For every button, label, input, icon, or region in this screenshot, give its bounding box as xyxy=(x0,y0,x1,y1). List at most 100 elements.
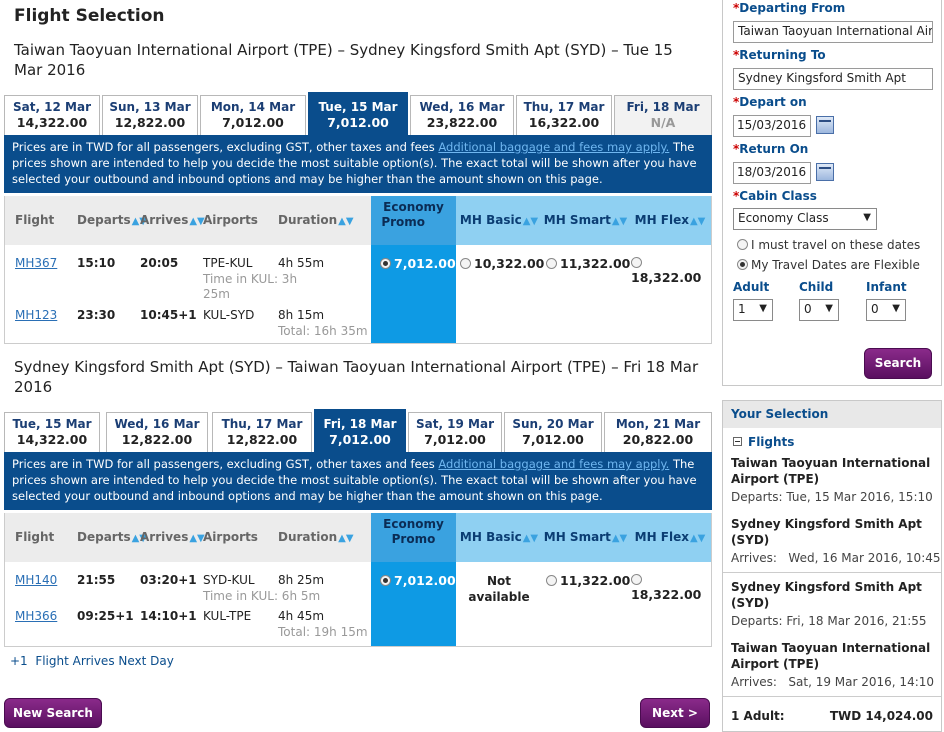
col-duration[interactable]: Duration▲▼ xyxy=(278,196,354,245)
tab-price: N/A xyxy=(650,115,676,130)
return-date-input[interactable]: 18/03/2016 xyxy=(733,162,811,184)
radio-icon[interactable] xyxy=(631,257,642,268)
fare-option-smart[interactable]: 11,322.00 xyxy=(546,573,630,588)
divider xyxy=(723,696,941,697)
divider xyxy=(723,572,941,573)
col-mh-basic[interactable]: MH Basic▲▼ xyxy=(456,513,542,562)
table-row: MH367 15:10 20:05 TPE-KUL 4h 55m Time in… xyxy=(5,245,711,343)
fare-price: 18,322.00 xyxy=(631,587,702,602)
notice-text: Prices are in TWD for all passengers, ex… xyxy=(12,140,435,154)
col-economy-promo[interactable]: Economy Promo ▲▼ xyxy=(371,196,456,245)
outbound-departs: Departs: Tue, 15 Mar 2016, 15:10 xyxy=(731,490,933,504)
depart-date-input[interactable]: 15/03/2016 xyxy=(733,115,811,137)
col-duration[interactable]: Duration▲▼ xyxy=(278,513,354,562)
returning-to-input[interactable]: Sydney Kingsford Smith Apt xyxy=(733,68,933,90)
total-duration: Total: 19h 15m xyxy=(278,625,368,639)
col-arrives[interactable]: Arrives▲▼ xyxy=(140,513,205,562)
tab-price: 7,012.00 xyxy=(222,115,284,130)
cabin-class-select[interactable]: Economy Class ▼ xyxy=(733,208,877,230)
fixed-dates-option[interactable]: I must travel on these dates xyxy=(737,238,920,252)
tab-price: 23,822.00 xyxy=(426,115,498,130)
passenger-count-label: 1 Adult: xyxy=(731,709,785,723)
inbound-date-tab[interactable]: Tue, 15 Mar 14,322.00 xyxy=(4,412,100,452)
inbound-origin: Sydney Kingsford Smith Apt (SYD) xyxy=(731,580,922,610)
baggage-fees-link[interactable]: Additional baggage and fees may apply. xyxy=(438,457,670,471)
tab-date: Wed, 16 Mar xyxy=(419,100,505,114)
col-departs[interactable]: Departs▲▼ xyxy=(77,513,147,562)
col-economy-promo[interactable]: Economy Promo xyxy=(371,513,456,562)
arrival-time: 14:10+1 xyxy=(140,609,197,623)
fare-option-flex[interactable]: 18,322.00 xyxy=(631,256,711,285)
radio-icon[interactable] xyxy=(546,258,557,269)
adult-count-select[interactable]: 1 ▼ xyxy=(733,299,773,321)
flight-number-link[interactable]: MH367 xyxy=(15,256,58,270)
col-departs[interactable]: Departs▲▼ xyxy=(77,196,147,245)
new-search-button[interactable]: New Search xyxy=(4,698,102,728)
segment-duration: 8h 25m xyxy=(278,573,325,587)
radio-icon[interactable] xyxy=(631,574,642,585)
baggage-fees-link[interactable]: Additional baggage and fees may apply. xyxy=(438,140,670,154)
flight-number-link[interactable]: MH140 xyxy=(15,573,58,587)
col-mh-smart[interactable]: MH Smart▲▼ xyxy=(542,513,629,562)
fare-option-smart[interactable]: 11,322.00 xyxy=(546,256,630,271)
tab-date: Sun, 20 Mar xyxy=(512,417,594,431)
collapse-icon[interactable] xyxy=(733,437,742,446)
outbound-date-tab[interactable]: Wed, 16 Mar 23,822.00 xyxy=(410,95,514,135)
flights-toggle[interactable]: Flights xyxy=(733,435,794,449)
inbound-date-tab[interactable]: Sat, 19 Mar 7,012.00 xyxy=(408,412,502,452)
search-button[interactable]: Search xyxy=(864,348,932,379)
chevron-down-icon: ▼ xyxy=(863,212,871,223)
col-label: Departs xyxy=(77,213,131,227)
col-mh-flex[interactable]: MH Flex▲▼ xyxy=(629,196,711,245)
col-mh-basic[interactable]: MH Basic▲▼ xyxy=(456,196,542,245)
radio-icon[interactable] xyxy=(460,258,471,269)
col-mh-flex[interactable]: MH Flex▲▼ xyxy=(629,513,711,562)
calendar-icon[interactable] xyxy=(816,163,834,181)
child-count-select[interactable]: 0 ▼ xyxy=(799,299,839,321)
sort-icon: ▲▼ xyxy=(131,216,147,227)
fare-option-promo[interactable]: 7,012.00 xyxy=(380,573,456,588)
calendar-icon[interactable] xyxy=(816,116,834,134)
inbound-date-tab-selected[interactable]: Fri, 18 Mar 7,012.00 xyxy=(314,409,406,452)
fare-option-promo[interactable]: 7,012.00 xyxy=(380,256,456,271)
flexible-dates-option[interactable]: My Travel Dates are Flexible xyxy=(737,258,920,272)
radio-selected-icon[interactable] xyxy=(737,259,748,270)
sort-icon: ▲▼ xyxy=(189,216,205,227)
depart-on-label: *Depart on xyxy=(733,95,807,109)
tab-price: 14,322.00 xyxy=(16,432,88,447)
sort-icon: ▲▼ xyxy=(689,216,706,227)
sort-icon: ▲▼ xyxy=(522,533,539,544)
sort-icon: ▲▼ xyxy=(131,533,147,544)
inbound-date-tab[interactable]: Thu, 17 Mar 12,822.00 xyxy=(212,412,312,452)
inbound-date-tab[interactable]: Sun, 20 Mar 7,012.00 xyxy=(504,412,602,452)
tab-price: 12,822.00 xyxy=(226,432,298,447)
outbound-date-tab[interactable]: Thu, 17 Mar 16,322.00 xyxy=(516,95,612,135)
col-arrives[interactable]: Arrives▲▼ xyxy=(140,196,205,245)
outbound-date-tab[interactable]: Sat, 12 Mar 14,322.00 xyxy=(4,95,100,135)
infant-count-select[interactable]: 0 ▼ xyxy=(866,299,906,321)
departure-time: 15:10 xyxy=(77,256,116,270)
departing-from-input[interactable]: Taiwan Taoyuan International Airport xyxy=(733,21,933,43)
radio-selected-icon[interactable] xyxy=(380,575,391,586)
next-button[interactable]: Next > xyxy=(640,698,710,728)
fare-option-basic[interactable]: 10,322.00 xyxy=(460,256,544,271)
segment-duration: 4h 45m xyxy=(278,609,325,623)
outbound-date-tab[interactable]: Mon, 14 Mar 7,012.00 xyxy=(200,95,306,135)
col-mh-smart[interactable]: MH Smart▲▼ xyxy=(542,196,629,245)
col-label: Arrives xyxy=(140,530,189,544)
radio-selected-icon[interactable] xyxy=(380,258,391,269)
flight-number-link[interactable]: MH123 xyxy=(15,308,58,322)
outbound-date-tab-selected[interactable]: Tue, 15 Mar 7,012.00 xyxy=(308,92,408,135)
radio-icon[interactable] xyxy=(737,239,748,250)
fare-price: 11,322.00 xyxy=(560,256,631,271)
segment-airports: SYD-KUL xyxy=(203,573,255,587)
inbound-date-tab[interactable]: Mon, 21 Mar 20,822.00 xyxy=(604,412,712,452)
flight-number-link[interactable]: MH366 xyxy=(15,609,58,623)
notice-text: Prices are in TWD for all passengers, ex… xyxy=(12,457,435,471)
fare-option-flex[interactable]: 18,322.00 xyxy=(631,573,711,602)
inbound-date-tab[interactable]: Wed, 16 Mar 12,822.00 xyxy=(106,412,208,452)
outbound-destination: Sydney Kingsford Smith Apt (SYD) xyxy=(731,517,922,547)
radio-icon[interactable] xyxy=(546,575,557,586)
outbound-date-tab[interactable]: Sun, 13 Mar 12,822.00 xyxy=(102,95,198,135)
child-label: Child xyxy=(799,280,834,294)
